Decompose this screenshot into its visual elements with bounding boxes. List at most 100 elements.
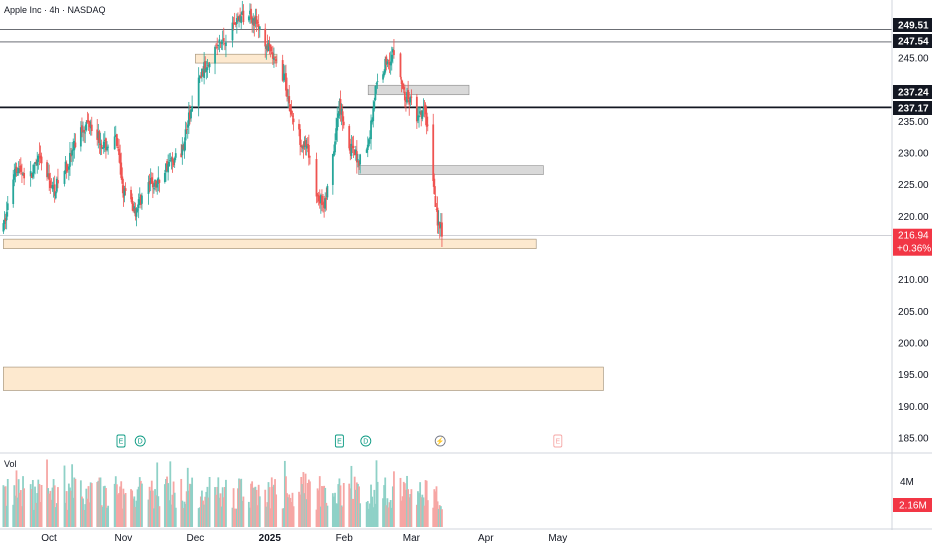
- candle-body: [204, 61, 207, 70]
- candle-body: [74, 142, 77, 148]
- volume-bar: [223, 487, 226, 527]
- candle-body: [38, 153, 41, 155]
- candle-body: [383, 72, 386, 76]
- candle-body: [221, 39, 224, 41]
- candle-body: [288, 96, 291, 104]
- candle-body: [424, 104, 427, 115]
- candle-body: [115, 134, 118, 146]
- candle-body: [147, 182, 150, 194]
- volume-bar: [180, 478, 183, 527]
- volume-bar: [167, 483, 170, 527]
- volume-bar: [366, 501, 369, 527]
- candle-body: [186, 124, 189, 128]
- candle-body: [338, 100, 341, 116]
- price-tick-label: 230.00: [898, 149, 929, 160]
- volume-bar: [22, 476, 24, 527]
- volume-bar: [216, 486, 219, 527]
- candle-body: [306, 143, 309, 146]
- volume-bar: [141, 483, 143, 527]
- volume-bar: [266, 502, 269, 527]
- candle-body: [423, 106, 426, 108]
- earnings-marker: [116, 434, 126, 448]
- zone-rect: [195, 53, 278, 64]
- candle-body: [84, 132, 87, 134]
- volume-bar: [289, 497, 292, 527]
- candle-body: [118, 148, 120, 155]
- volume-bar: [340, 505, 343, 527]
- candle-body: [232, 22, 235, 24]
- volume-bar: [219, 493, 222, 527]
- volume-bar: [122, 488, 125, 527]
- candle-body: [132, 203, 135, 212]
- zone-rect: [367, 84, 470, 96]
- candle-body: [208, 63, 211, 68]
- candle-body: [274, 57, 276, 59]
- candle-body: [242, 10, 245, 23]
- candle-body: [402, 87, 405, 90]
- candle-body: [255, 16, 258, 24]
- candle-body: [349, 145, 352, 154]
- volume-bar: [383, 485, 386, 527]
- volume-bar: [12, 504, 15, 527]
- candle-body: [170, 158, 173, 160]
- candle-body: [354, 149, 357, 154]
- volume-bar: [247, 501, 250, 527]
- candle-body: [107, 146, 110, 148]
- volume-bar: [34, 486, 36, 527]
- volume-bar: [372, 507, 375, 527]
- candle-body: [151, 181, 154, 188]
- candle-body: [374, 85, 377, 100]
- volume-bar: [319, 506, 322, 527]
- candle-body: [399, 53, 402, 78]
- candle-body: [267, 43, 270, 51]
- volume-bar: [288, 494, 291, 527]
- volume-bar: [275, 494, 278, 527]
- candle-body: [317, 195, 320, 202]
- volume-bar: [254, 486, 257, 527]
- candle-body: [249, 10, 251, 15]
- volume-bar: [351, 498, 354, 527]
- candle-body: [5, 212, 8, 221]
- price-tag: [893, 18, 932, 32]
- volume-bar: [420, 497, 423, 527]
- volume-bar: [271, 486, 274, 527]
- volume-bar: [239, 479, 242, 527]
- volume-bar: [57, 487, 59, 527]
- volume-bar: [434, 491, 437, 527]
- volume-bar: [189, 483, 191, 527]
- date-tick-label: Nov: [115, 533, 133, 544]
- date-tick-label: 2025: [259, 533, 282, 544]
- volume-bar: [147, 499, 150, 527]
- volume-bar: [149, 490, 152, 527]
- candle-body: [218, 39, 221, 44]
- volume-bar: [50, 499, 53, 527]
- candle-body: [103, 139, 106, 142]
- volume-bar: [151, 490, 154, 527]
- volume-bar: [292, 506, 295, 527]
- candle-body: [138, 197, 141, 199]
- date-tick-label: Oct: [41, 533, 57, 544]
- volume-bar: [15, 470, 18, 527]
- volume-bar: [120, 481, 123, 527]
- candle-body: [417, 115, 419, 121]
- volume-bar: [387, 507, 390, 527]
- volume-bar: [5, 505, 8, 527]
- volume-bar: [232, 488, 235, 527]
- candles-layer: [2, 0, 443, 248]
- candle-body: [304, 139, 307, 147]
- candle-body: [287, 97, 290, 99]
- volume-bar: [18, 492, 21, 527]
- volume-bar: [38, 483, 41, 527]
- candle-body: [6, 203, 9, 211]
- candle-body: [403, 91, 406, 101]
- volume-bar: [350, 465, 353, 527]
- candle-body: [88, 121, 91, 128]
- volume-bar: [303, 493, 306, 527]
- volume-bar: [171, 494, 174, 527]
- candle-body: [49, 180, 52, 188]
- volume-bar: [150, 480, 153, 527]
- candle-body: [291, 115, 294, 117]
- candle-body: [156, 183, 159, 188]
